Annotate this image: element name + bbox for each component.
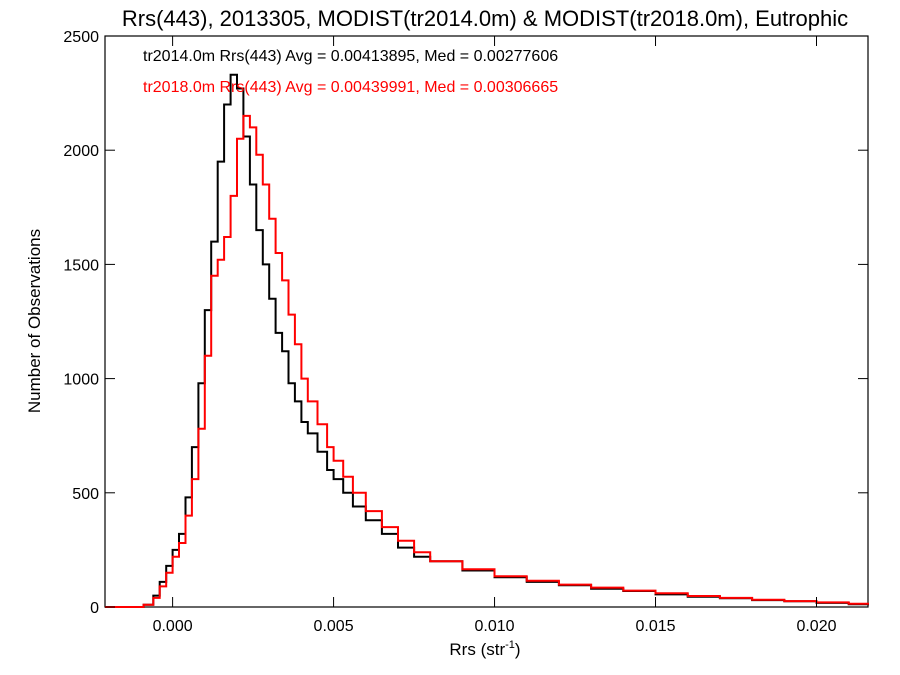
plot-area: 0.000 0.005 0.010 0.015 0.020 0 500 1000 1500 200… [63, 29, 869, 635]
x-tick-label: 0.005 [314, 618, 354, 635]
series-layer [105, 73, 869, 608]
y-tick-label: 2500 [63, 29, 99, 46]
ticks-layer: 0.000 0.005 0.010 0.015 0.020 0 500 1000 1500 200… [63, 29, 868, 635]
legend: tr2014.0m Rrs(443) Avg = 0.00413895, Med… [143, 48, 558, 96]
x-tick-label: 0.015 [635, 618, 675, 635]
legend-entry-tr2018: tr2018.0m Rrs(443) Avg = 0.00439991, Med… [143, 79, 558, 96]
y-axis-label: Number of Observations [25, 229, 44, 413]
series-line-tr2014.0m [105, 73, 869, 608]
x-axis-label: Rrs (str-1) [449, 639, 520, 659]
y-tick-label: 500 [72, 486, 99, 503]
y-tick-label: 1000 [63, 372, 99, 389]
series-line-tr2018.0m [105, 114, 869, 608]
legend-entry-tr2014: tr2014.0m Rrs(443) Avg = 0.00413895, Med… [143, 48, 558, 65]
y-tick-label: 2000 [63, 143, 99, 160]
y-tick-label: 1500 [63, 257, 99, 274]
x-tick-label: 0.010 [475, 618, 515, 635]
chart-title: Rrs(443), 2013305, MODIST(tr2014.0m) & M… [122, 6, 848, 31]
x-tick-label: 0.000 [153, 618, 193, 635]
y-tick-label: 0 [90, 600, 99, 617]
x-tick-label: 0.020 [796, 618, 836, 635]
plot-frame [104, 35, 869, 608]
